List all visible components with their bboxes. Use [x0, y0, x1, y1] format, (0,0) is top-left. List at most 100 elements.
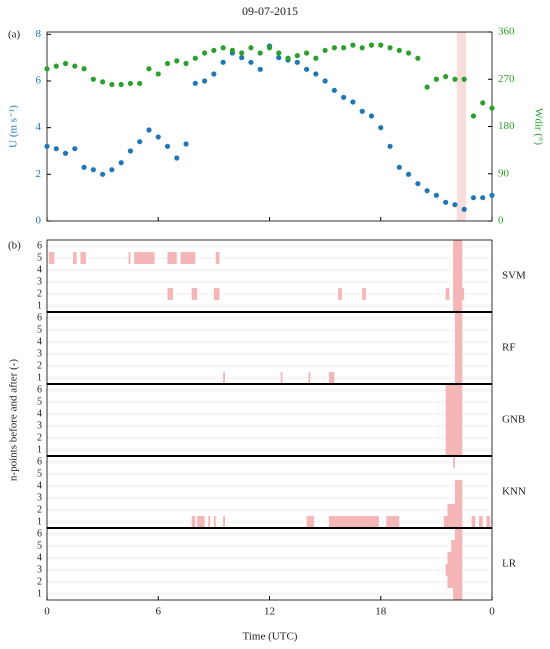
data-point [239, 55, 245, 61]
data-point [433, 76, 439, 82]
flag-bar [362, 288, 366, 300]
data-point [313, 71, 319, 77]
data-point [378, 125, 384, 131]
data-point [44, 66, 50, 72]
panel-label: (a) [8, 29, 21, 41]
flag-bar [213, 516, 216, 528]
model-label: LR [502, 558, 517, 570]
flag-bar [445, 420, 463, 432]
data-point [350, 42, 356, 48]
y-tick-label: 2 [36, 168, 42, 180]
data-point [368, 113, 375, 119]
flag-bar [445, 564, 463, 576]
row-tick-label: 3 [37, 492, 42, 503]
y-tick-label: 8 [36, 28, 42, 40]
flag-bar [454, 348, 463, 360]
highlight-band [456, 32, 467, 221]
flag-bar [445, 384, 463, 396]
model-label: RF [502, 342, 515, 354]
flag-bar [306, 516, 314, 528]
x-tick-label: 6 [156, 606, 162, 618]
flag-bar [454, 336, 463, 348]
row-tick-label: 1 [37, 516, 42, 527]
data-point [183, 141, 189, 147]
data-point [313, 55, 319, 61]
data-point [192, 80, 198, 86]
row-tick-label: 2 [37, 288, 42, 299]
flag-bar [447, 504, 463, 516]
row-tick-label: 5 [37, 396, 42, 407]
flag-bar [223, 372, 225, 384]
data-point [53, 63, 59, 69]
data-point [294, 59, 300, 65]
data-point [405, 171, 412, 177]
data-point [72, 63, 78, 69]
data-point [266, 45, 273, 51]
data-point [248, 59, 254, 65]
y2-tick-label: 360 [498, 26, 515, 38]
row-tick-label: 6 [37, 456, 42, 467]
row-tick-label: 2 [37, 504, 42, 515]
flag-bar [447, 552, 463, 564]
data-point [192, 55, 198, 61]
row-tick-label: 1 [37, 372, 42, 383]
flag-bar [454, 492, 463, 504]
flag-bar [445, 288, 450, 300]
flag-bar [451, 540, 463, 552]
row-tick-label: 4 [37, 480, 42, 491]
row-tick-label: 1 [37, 300, 42, 311]
data-point [405, 50, 412, 56]
data-point [359, 108, 365, 114]
flag-bar [328, 516, 379, 528]
data-point [331, 45, 337, 51]
flag-bar [213, 288, 220, 300]
data-point [202, 50, 208, 56]
data-point [220, 59, 226, 65]
flag-bar [215, 252, 220, 264]
flag-bar [454, 372, 463, 384]
flag-bar [72, 252, 77, 264]
y2-tick-label: 0 [498, 215, 504, 227]
data-point [118, 160, 124, 166]
flag-bar [453, 264, 463, 276]
data-point [53, 146, 59, 152]
data-point [146, 66, 152, 72]
y-axis-label: n-points before and after (-) [8, 359, 20, 482]
data-point [303, 50, 310, 56]
data-point [433, 192, 439, 198]
row-tick-label: 3 [37, 276, 42, 287]
data-point [489, 105, 495, 111]
data-point [100, 171, 106, 177]
x-axis-label: Time (UTC) [243, 631, 298, 643]
data-point [415, 181, 421, 187]
flag-bar [445, 444, 463, 456]
flag-bar [443, 516, 463, 528]
data-point [220, 45, 226, 51]
data-point [387, 143, 393, 149]
flag-bar [454, 528, 463, 540]
flag-bar [280, 372, 283, 384]
data-point [62, 60, 69, 67]
flag-bar [328, 372, 335, 384]
row-tick-label: 6 [37, 240, 42, 251]
data-point [276, 55, 282, 61]
data-point [415, 55, 421, 61]
y-tick-label: 6 [36, 75, 42, 87]
data-point [109, 167, 115, 173]
flag-bar [453, 300, 463, 312]
y2-tick-label: 90 [498, 167, 510, 179]
row-tick-label: 5 [37, 252, 42, 263]
y2-axis-label: Wdir (°) [532, 108, 544, 145]
row-tick-label: 1 [37, 588, 42, 599]
row-tick-label: 5 [37, 540, 42, 551]
row-tick-label: 4 [37, 264, 42, 275]
data-point [100, 79, 106, 85]
data-point [81, 66, 87, 72]
flag-bar [453, 588, 463, 600]
flag-bar [128, 252, 131, 264]
flag-bar [471, 516, 476, 528]
flag-bar [445, 432, 463, 444]
data-point [331, 87, 337, 93]
data-point [368, 42, 375, 48]
